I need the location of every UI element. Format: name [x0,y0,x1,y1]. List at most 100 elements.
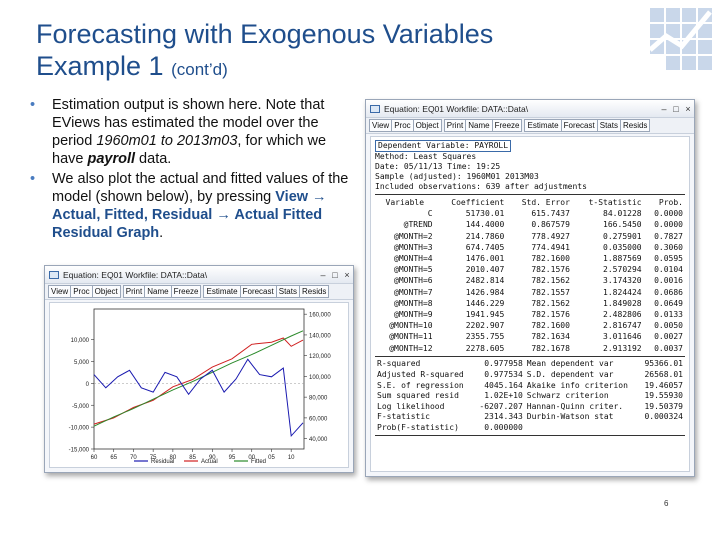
method-line: Method: Least Squares [375,152,477,161]
stats-button[interactable]: Stats [596,119,621,132]
estimate-button[interactable]: Estimate [524,119,562,132]
close-icon[interactable]: × [344,269,350,280]
bullet-text: data. [135,151,172,167]
bullet-italic: 1960m01 to 2013m03 [96,133,238,149]
print-button[interactable]: Print [122,285,146,298]
right-axis-tick-label: 100,000 [309,375,331,381]
value-cell: 782.1634 [531,332,570,342]
left-axis-tick-label: -10,000 [69,426,90,432]
stats-button[interactable]: Stats [275,285,300,298]
series-line-actual [93,337,304,425]
value-cell: 2.913192 [603,343,642,353]
window-titlebar[interactable]: Equation: EQ01 Workfile: DATA::Data\ – □… [366,100,694,118]
output-header: Dependent Variable: PAYROLL Method: Leas… [375,140,685,192]
value-cell: 1476.001 [465,254,505,264]
forecast-button[interactable]: Forecast [239,285,277,298]
proc-button[interactable]: Proc [70,285,93,298]
value-cell: 144.4000 [465,220,505,230]
proc-button[interactable]: Proc [391,119,414,132]
value-cell: 2202.907 [465,321,505,331]
stat-label [525,422,639,433]
stat-label: S.E. of regression [377,380,464,390]
freeze-button[interactable]: Freeze [491,119,523,132]
minimize-icon[interactable]: – [320,269,326,280]
equation-toolbar: View Proc Object Print Name Freeze Estim… [366,118,694,134]
variable-cell: @MONTH=7 [394,287,433,297]
value-cell: 0.0050 [654,321,683,331]
title-line-2: Example 1 (cont’d) [36,51,228,81]
value-cell: 1446.229 [465,298,505,308]
bullet-list: • Estimation output is shown here. Note … [30,96,360,244]
value-cell: 0.275901 [603,231,642,241]
value-cell: 0.0000 [654,220,683,230]
maximize-icon[interactable]: □ [332,269,338,280]
object-button[interactable]: Object [91,285,121,298]
summary-statistics-table: R-squared 0.977958 Mean dependent var 95366… [375,359,685,433]
x-axis-tick-label: 65 [110,455,117,461]
left-axis-tick-label: -5,000 [72,404,90,410]
page-number: 6 [664,499,669,508]
value-cell: 778.4927 [531,231,570,241]
column-header: Prob. [658,198,683,208]
value-cell: 0.0027 [654,332,683,342]
graph-window: Equation: EQ01 Workfile: DATA::Data\ – □… [44,265,354,473]
variable-cell: @MONTH=4 [394,254,433,264]
stat-label: Akaike info criterion [526,380,628,390]
table-row: @MONTH=11 2355.755 782.1634 3.011646 0.0027 [375,331,685,342]
bullet-text: , for which we have [52,133,327,167]
table-row: @MONTH=3 674.7405 774.4941 0.035000 0.3060 [375,242,685,253]
value-cell: 2482.814 [465,276,505,286]
variable-cell: @MONTH=5 [394,265,433,275]
bullet-text: We also plot the actual and fitted value… [52,171,349,205]
value-cell: 2278.605 [465,343,505,353]
stat-label: Schwarz criterion [526,391,609,401]
variable-cell: @MONTH=6 [394,276,433,286]
left-axis-tick-label: -15,000 [69,448,90,454]
window-titlebar[interactable]: Equation: EQ01 Workfile: DATA::Data\ – □… [45,266,353,284]
legend-label: Residual [151,459,174,465]
value-cell: 3.174320 [603,276,642,286]
right-axis-tick-label: 160,000 [309,313,331,319]
value-cell: 0.035000 [603,242,642,252]
variable-cell: @MONTH=11 [389,332,433,342]
x-axis-tick-label: 60 [91,455,98,461]
table-row: @MONTH=10 2202.907 782.1600 2.816747 0.0050 [375,320,685,331]
stat-label: F-statistic [377,412,430,422]
name-button[interactable]: Name [465,119,493,132]
table-row: @MONTH=2 214.7860 778.4927 0.275901 0.7827 [375,231,685,242]
maximize-icon[interactable]: □ [673,103,679,114]
right-axis-tick-label: 40,000 [309,437,328,443]
print-button[interactable]: Print [443,119,467,132]
name-button[interactable]: Name [144,285,172,298]
stat-value: 0.000000 [484,422,523,432]
bullet-bold-italic: payroll [87,151,136,167]
value-cell: 214.7860 [465,231,505,241]
equation-icon [370,104,380,113]
value-cell: 166.5450 [603,220,642,230]
table-row: @MONTH=4 1476.001 782.1600 1.887569 0.0595 [375,253,685,264]
freeze-button[interactable]: Freeze [170,285,202,298]
estimate-button[interactable]: Estimate [203,285,241,298]
value-cell: 0.0016 [654,276,683,286]
view-button[interactable]: View [369,119,393,132]
slide-title: Forecasting with Exogenous Variables Exa… [36,18,636,86]
value-cell: 3.011646 [603,332,642,342]
stats-row: F-statistic 2314.343 Durbin-Watson stat 0.0… [375,412,685,423]
forecast-button[interactable]: Forecast [560,119,598,132]
stat-label: Adjusted R-squared [377,370,464,380]
value-cell: 2355.755 [465,332,505,342]
object-button[interactable]: Object [412,119,442,132]
stat-value: 1.02E+10 [484,391,523,401]
view-button[interactable]: View [48,285,72,298]
x-axis-tick-label: 95 [229,455,236,461]
close-icon[interactable]: × [685,103,691,114]
resids-button[interactable]: Resids [298,285,330,298]
value-cell: 2.816747 [603,321,642,331]
value-cell: 782.1678 [531,343,570,353]
minimize-icon[interactable]: – [661,103,667,114]
value-cell: 1941.945 [465,309,505,319]
value-cell: 51730.01 [465,209,505,219]
divider [375,194,685,195]
resids-button[interactable]: Resids [619,119,651,132]
value-cell: 782.1600 [531,321,570,331]
